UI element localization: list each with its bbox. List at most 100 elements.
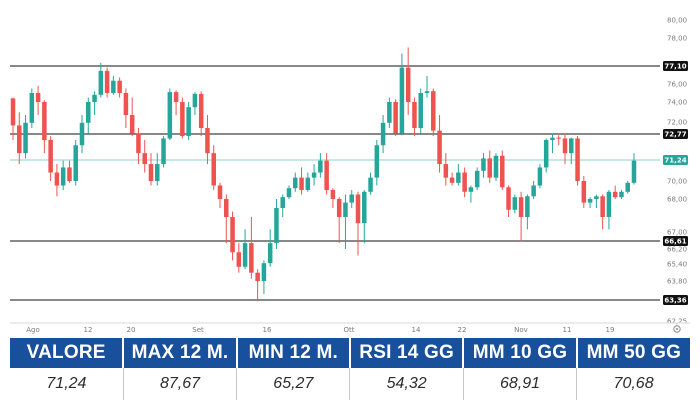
candle-body	[48, 140, 53, 173]
candle-body	[631, 160, 637, 183]
price-level-tag	[663, 295, 688, 305]
candle-body	[17, 125, 22, 154]
candle-body	[525, 196, 530, 217]
candle-body	[299, 177, 304, 190]
candle-body	[267, 243, 273, 264]
candle-body	[23, 122, 28, 154]
candle-body	[211, 153, 216, 186]
candle-body	[318, 160, 323, 173]
y-tick-label: 76,00	[667, 81, 687, 89]
candle-body	[556, 137, 561, 139]
candle-body	[387, 102, 392, 123]
candle-body	[449, 177, 455, 183]
candle-body	[274, 208, 279, 244]
candle-body	[242, 243, 248, 267]
candle-body	[305, 177, 311, 190]
candle-body	[293, 177, 298, 189]
candle-body	[349, 194, 354, 203]
candle-body	[493, 155, 499, 178]
y-tick-label: 70,00	[667, 178, 687, 186]
candle-body	[537, 167, 543, 186]
candle-body	[167, 92, 173, 139]
stats-header-max-12m: MAX 12 M.	[123, 338, 238, 368]
candle-body	[474, 170, 480, 188]
candle-body	[606, 191, 612, 217]
candle-body	[98, 70, 104, 95]
candle-body	[117, 80, 122, 93]
price-level-tag-label: 77,10	[664, 63, 686, 71]
y-tick-label: 62,25	[667, 318, 687, 326]
candle-body	[343, 202, 348, 217]
candle-body	[173, 92, 179, 102]
y-tick-label: 78,00	[667, 35, 687, 43]
candle-body	[10, 98, 16, 126]
candle-body	[587, 199, 593, 203]
candle-body	[443, 164, 449, 178]
y-tick-label: 72,00	[667, 119, 687, 127]
price-level-tag	[663, 155, 688, 165]
candle-body	[86, 102, 91, 123]
candle-body	[311, 172, 317, 178]
candle-body	[393, 102, 398, 134]
price-level-tag	[663, 236, 688, 246]
x-tick-label: 20	[127, 326, 136, 334]
x-tick-label: 19	[606, 326, 615, 334]
candle-body	[355, 194, 361, 224]
candle-body	[600, 196, 605, 217]
settings-gear-icon	[673, 325, 681, 333]
y-tick-label: 67,00	[667, 229, 687, 237]
candle-body	[79, 122, 85, 146]
candle-body	[456, 172, 461, 183]
candle-body	[92, 94, 97, 102]
candle-body	[418, 93, 423, 129]
candle-body	[142, 153, 147, 165]
stats-header-min-12m: MIN 12 M.	[236, 338, 351, 368]
candle-body	[399, 67, 405, 134]
candle-body	[362, 191, 367, 224]
x-tick-label: 22	[458, 326, 467, 334]
stats-value-row: 71,24 87,67 65,27 54,32 68,91 70,68	[10, 368, 690, 400]
candle-body	[562, 138, 568, 154]
stats-value-min-12m: 65,27	[236, 368, 351, 400]
stats-header-rsi-14gg: RSI 14 GG	[349, 338, 465, 368]
candle-body	[54, 172, 60, 186]
x-tick-label: 11	[563, 326, 572, 334]
candle-body	[594, 196, 599, 199]
candle-body	[619, 191, 624, 198]
candle-body	[462, 172, 467, 192]
candle-body	[506, 187, 511, 210]
stats-header-mm-50gg: MM 50 GG	[576, 338, 690, 368]
stats-value-mm-50gg: 70,68	[576, 368, 690, 400]
y-tick-label: 63,80	[667, 278, 687, 286]
candle-body	[487, 158, 492, 178]
candle-body	[35, 93, 41, 102]
price-level-tag	[663, 61, 688, 71]
candle-body	[29, 93, 35, 123]
candle-body	[368, 177, 373, 192]
candle-body	[531, 185, 536, 197]
stats-table: VALORE MAX 12 M. MIN 12 M. RSI 14 GG MM …	[10, 338, 690, 400]
stats-value-valore: 71,24	[10, 368, 124, 400]
candle-body	[280, 197, 285, 208]
candle-body	[569, 138, 574, 154]
stats-value-mm-10gg: 68,91	[463, 368, 578, 400]
x-tick-label: 12	[84, 326, 93, 334]
candle-body	[161, 138, 166, 165]
stats-header-mm-10gg: MM 10 GG	[463, 338, 578, 368]
candle-body	[192, 93, 198, 108]
candle-body	[612, 191, 618, 198]
stats-value-max-12m: 87,67	[123, 368, 238, 400]
price-level-tag-label: 71,24	[664, 157, 686, 165]
settings-gear-icon-center	[676, 328, 678, 330]
candle-body	[217, 185, 223, 199]
price-level-tag-label: 66,61	[664, 238, 686, 246]
candle-body	[550, 137, 555, 140]
candle-body	[324, 160, 329, 190]
candle-body	[249, 243, 254, 273]
x-tick-label: 16	[263, 326, 272, 334]
candle-body	[123, 93, 129, 116]
y-tick-label: 80,00	[667, 17, 687, 25]
candle-body	[180, 102, 185, 137]
candle-body	[380, 122, 386, 146]
x-tick-label: Nov	[514, 326, 528, 334]
